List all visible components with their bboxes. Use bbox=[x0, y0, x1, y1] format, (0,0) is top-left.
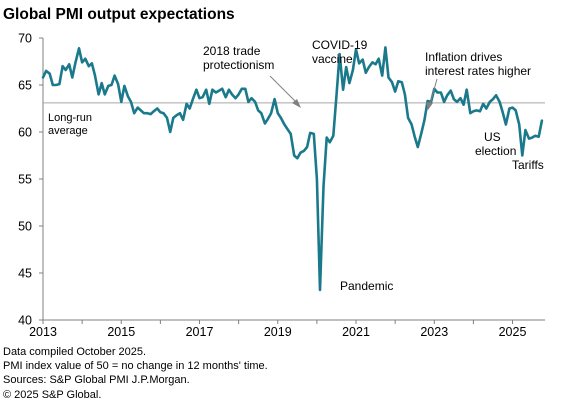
annotation-trade-protectionism: protectionism bbox=[203, 58, 274, 72]
annotation-inflation: Inflation drives bbox=[425, 50, 502, 64]
trade-arrow-line bbox=[269, 75, 298, 104]
annotation-inflation: interest rates higher bbox=[425, 64, 531, 78]
annotation-pandemic: Pandemic bbox=[340, 279, 393, 293]
x-tick-label: 2017 bbox=[186, 325, 214, 339]
note-copyright: © 2025 S&P Global. bbox=[3, 388, 102, 401]
trade-arrow-head bbox=[292, 99, 301, 108]
annotation-tariffs: Tariffs bbox=[512, 158, 544, 172]
note-index: PMI index value of 50 = no change in 12 … bbox=[3, 360, 268, 373]
y-tick-label: 65 bbox=[18, 79, 32, 93]
annotation-covid-vaccine: vaccine bbox=[312, 52, 353, 66]
y-tick-label: 45 bbox=[18, 267, 32, 281]
x-tick-label: 2019 bbox=[264, 325, 292, 339]
note-compiled: Data compiled October 2025. bbox=[3, 346, 147, 358]
x-tick-label: 2023 bbox=[420, 325, 448, 339]
y-tick-label: 50 bbox=[18, 220, 32, 234]
chart-title: Global PMI output expectations bbox=[3, 6, 235, 23]
inflation-arrow-line bbox=[429, 78, 438, 105]
y-tick-label: 40 bbox=[18, 314, 32, 328]
x-tick-label: 2015 bbox=[107, 325, 135, 339]
annotation-long-run-average: Long-run bbox=[48, 112, 92, 124]
y-tick-label: 60 bbox=[18, 126, 32, 140]
annotation-us-election: election bbox=[475, 144, 516, 158]
y-tick-label: 70 bbox=[18, 32, 32, 46]
annotation-long-run-average: average bbox=[48, 125, 88, 137]
x-tick-label: 2013 bbox=[29, 325, 57, 339]
annotation-trade-protectionism: 2018 trade bbox=[203, 44, 261, 58]
y-tick-label: 55 bbox=[18, 173, 32, 187]
x-tick-label: 2025 bbox=[499, 325, 527, 339]
chart-notes: Data compiled October 2025. PMI index va… bbox=[3, 345, 268, 402]
annotation-us-election: US bbox=[484, 130, 501, 144]
inflation-arrow-head bbox=[426, 102, 433, 110]
x-tick-label: 2021 bbox=[342, 325, 370, 339]
pmi-series-line bbox=[41, 46, 544, 292]
annotation-covid-vaccine: COVID-19 bbox=[312, 38, 368, 52]
note-sources: Sources: S&P Global PMI J.P.Morgan. bbox=[3, 374, 190, 387]
